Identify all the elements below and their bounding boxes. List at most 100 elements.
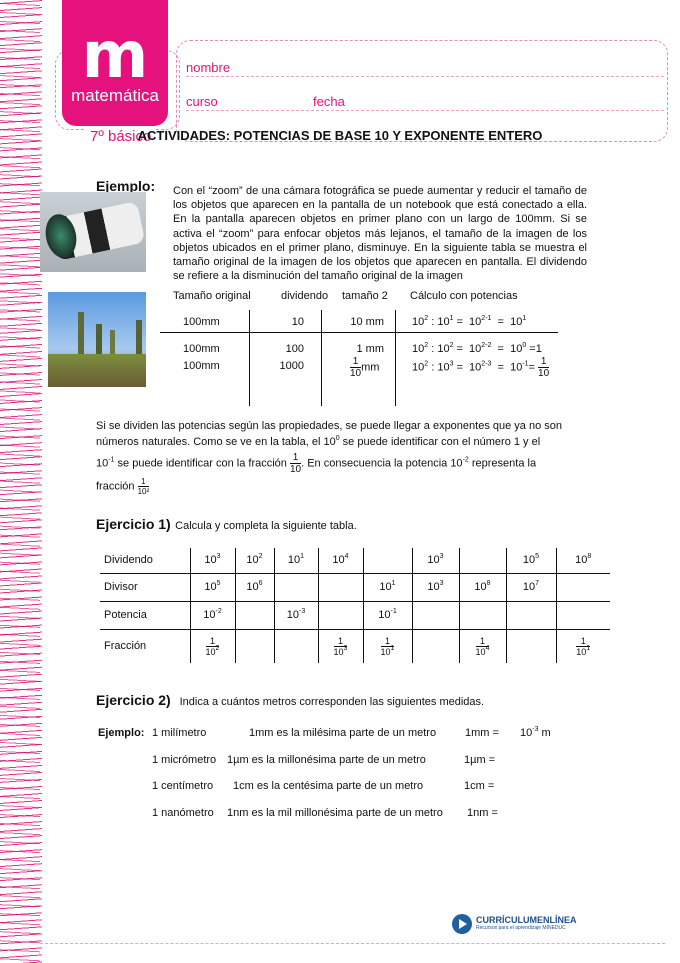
measure-unit: 1nm = bbox=[467, 806, 498, 819]
ejercicio2-example-label: Ejemplo: bbox=[98, 727, 145, 739]
table-cell[interactable] bbox=[317, 572, 363, 601]
table-cell[interactable]: 101 bbox=[273, 548, 318, 573]
table-cell[interactable]: 1 104 bbox=[458, 628, 506, 663]
table-cell[interactable]: 106 bbox=[234, 572, 274, 601]
table-cell[interactable]: 105 bbox=[505, 548, 556, 573]
measure-description: 1mm es la milésima parte de un metro bbox=[249, 727, 437, 739]
divider bbox=[249, 310, 250, 406]
table-row: Dividendo 103 102 101 104 103 105 108 bbox=[100, 548, 610, 573]
table-cell[interactable] bbox=[362, 548, 412, 573]
ejercicio2-heading: Ejercicio 2) Indica a cuántos metros cor… bbox=[96, 692, 485, 708]
measure-name: 1 nanómetro bbox=[152, 806, 214, 819]
cell-tamano: 10 mm bbox=[350, 316, 384, 328]
table-cell[interactable] bbox=[458, 548, 506, 573]
table-cell[interactable]: 103 bbox=[411, 548, 459, 573]
cell-tamano: 1 10 mm bbox=[350, 356, 380, 379]
table-cell[interactable] bbox=[505, 628, 556, 663]
table-row: Fracción 1 102 1 103 1 101 1 104 1 101 bbox=[100, 628, 610, 663]
table-cell[interactable] bbox=[317, 600, 363, 629]
cell-calculo: 102 : 101 = 102-1 = 101 bbox=[412, 315, 527, 328]
cell-original: 100mm bbox=[183, 316, 220, 328]
table-cell[interactable] bbox=[234, 600, 274, 629]
table-cell[interactable] bbox=[273, 572, 318, 601]
table-cell[interactable] bbox=[411, 600, 459, 629]
divider bbox=[395, 310, 396, 406]
measure-unit: 1mm = bbox=[465, 727, 499, 739]
divider bbox=[160, 332, 558, 333]
page-title: ACTIVIDADES: POTENCIAS DE BASE 10 Y EXPO… bbox=[137, 128, 543, 143]
measure-answer-field[interactable] bbox=[515, 807, 575, 821]
table-cell[interactable]: 101 bbox=[362, 572, 412, 601]
table-cell[interactable]: 105 bbox=[189, 572, 235, 601]
col-header-tamano: tamaño 2 bbox=[342, 290, 388, 302]
ejercicio1-heading: Ejercicio 1) Calcula y completa la sigui… bbox=[96, 516, 357, 532]
table-cell[interactable]: 108 bbox=[458, 572, 506, 601]
table-cell[interactable]: 108 bbox=[555, 548, 610, 573]
col-header-original: Tamaño original bbox=[173, 290, 251, 302]
table-row: Divisor 105 106 101 103 108 107 bbox=[100, 572, 610, 601]
table-cell[interactable]: 102 bbox=[234, 548, 274, 573]
cell-calculo: 102 : 102 = 102-2 = 100 =1 bbox=[412, 342, 542, 355]
cell-calculo: 102 : 103 = 102-3 = 10-1= 1 10 bbox=[412, 356, 550, 379]
example-paragraph: Con el “zoom” de una cámara fotográfica … bbox=[173, 185, 587, 283]
subject-logo: m matemática bbox=[62, 0, 168, 126]
measure-answer-field[interactable] bbox=[515, 780, 575, 794]
table-cell[interactable] bbox=[458, 600, 506, 629]
student-info-box bbox=[176, 40, 668, 142]
cell-dividendo: 100 bbox=[285, 343, 304, 355]
row-label: Potencia bbox=[100, 600, 190, 629]
measure-unit: 1µm = bbox=[464, 753, 496, 766]
table-cell[interactable] bbox=[555, 572, 610, 601]
table-cell[interactable]: 10-3 bbox=[273, 600, 318, 629]
table-cell[interactable]: 103 bbox=[189, 548, 235, 573]
camera-lens-image bbox=[40, 192, 146, 272]
measure-answer-field[interactable] bbox=[515, 754, 575, 768]
cell-original: 100mm bbox=[183, 343, 220, 355]
table-cell[interactable]: 104 bbox=[317, 548, 363, 573]
table-cell[interactable] bbox=[411, 628, 459, 663]
measure-name: 1 milímetro bbox=[152, 727, 207, 739]
row-label: Divisor bbox=[100, 572, 190, 601]
measure-description: 1µm es la millonésima parte de un metro bbox=[227, 753, 426, 766]
curso-label: curso bbox=[186, 94, 218, 109]
table-row: Potencia 10-2 10-3 10-1 bbox=[100, 600, 610, 629]
grade-label: 7º básico bbox=[86, 128, 156, 145]
table-cell[interactable]: 1 103 bbox=[317, 628, 363, 663]
fecha-label: fecha bbox=[313, 94, 345, 109]
row-label: Fracción bbox=[100, 628, 190, 663]
measure-description: 1cm es la centésima parte de un metro bbox=[233, 780, 424, 792]
table-cell[interactable] bbox=[234, 628, 274, 663]
table-cell[interactable]: 107 bbox=[505, 572, 556, 601]
table-cell[interactable] bbox=[555, 600, 610, 629]
measure-name: 1 micrómetro bbox=[152, 753, 217, 766]
cell-dividendo: 1000 bbox=[279, 360, 304, 372]
play-icon bbox=[452, 914, 472, 934]
spiral-binding-shade bbox=[0, 0, 40, 963]
measure-answer[interactable]: 10-3 m bbox=[520, 726, 551, 739]
cell-dividendo: 10 bbox=[291, 316, 304, 328]
curso-fecha-field[interactable] bbox=[186, 110, 664, 111]
nombre-field[interactable] bbox=[186, 76, 664, 77]
footer-divider bbox=[40, 943, 665, 944]
nombre-label: nombre bbox=[186, 60, 231, 75]
table-cell[interactable]: 1 101 bbox=[555, 628, 610, 663]
table-cell[interactable]: 103 bbox=[411, 572, 459, 601]
ejercicio1-table: Dividendo 103 102 101 104 103 105 108 Divisor 105… bbox=[100, 548, 610, 663]
measure-unit: 1cm = bbox=[464, 780, 495, 792]
table-cell[interactable]: 1 101 bbox=[362, 628, 412, 663]
table-cell[interactable] bbox=[273, 628, 318, 663]
col-header-dividendo: dividendo bbox=[281, 290, 329, 302]
row-label: Dividendo bbox=[104, 554, 153, 567]
cactus-image bbox=[48, 292, 146, 387]
table-cell[interactable]: 10-2 bbox=[189, 600, 235, 629]
divider bbox=[321, 310, 322, 406]
col-header-calculo: Cálculo con potencias bbox=[410, 290, 518, 302]
table-cell[interactable] bbox=[505, 600, 556, 629]
example-label: Ejemplo: bbox=[96, 178, 156, 194]
table-cell[interactable]: 1 102 bbox=[189, 628, 235, 663]
cell-original: 100mm bbox=[183, 360, 220, 372]
explanation-paragraph: Si se dividen las potencias según las pr… bbox=[96, 420, 562, 496]
measure-description: 1nm es la mil millonésima parte de un me… bbox=[227, 806, 443, 819]
table-cell[interactable]: 10-1 bbox=[362, 600, 412, 629]
curriculum-en-linea-logo: CURRÍCULUMENLÍNEA Recursos para el apren… bbox=[452, 914, 577, 934]
